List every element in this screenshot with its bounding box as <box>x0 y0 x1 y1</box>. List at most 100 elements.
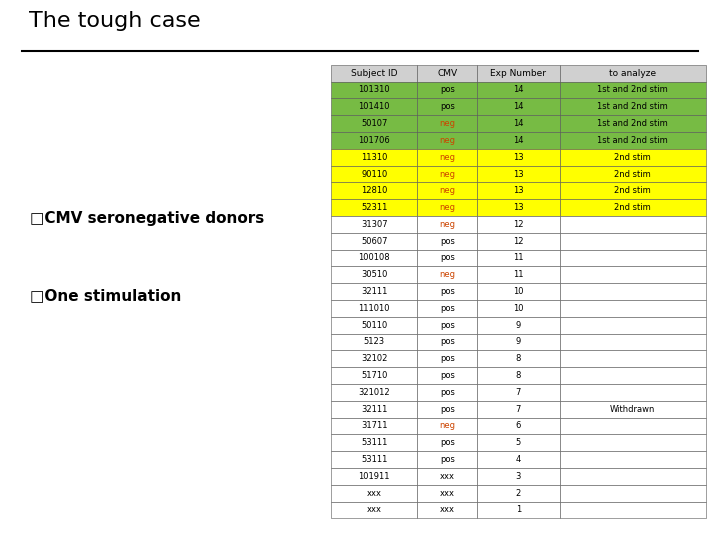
Text: 1st and 2nd stim: 1st and 2nd stim <box>597 136 668 145</box>
Text: pos: pos <box>440 455 455 464</box>
Text: 2nd stim: 2nd stim <box>614 203 651 212</box>
Text: pos: pos <box>440 321 455 330</box>
Bar <box>559 401 706 417</box>
Text: xxx: xxx <box>440 505 455 515</box>
Bar <box>477 283 559 300</box>
Bar <box>559 417 706 434</box>
Bar <box>418 183 477 199</box>
Text: 53111: 53111 <box>361 438 387 447</box>
Bar <box>331 350 418 367</box>
Text: 52311: 52311 <box>361 203 387 212</box>
Bar <box>477 65 559 82</box>
Text: 13: 13 <box>513 203 523 212</box>
Bar <box>418 451 477 468</box>
Bar <box>477 317 559 334</box>
Text: Subject ID: Subject ID <box>351 69 397 78</box>
Bar <box>559 166 706 183</box>
Bar <box>331 132 418 149</box>
Text: 90110: 90110 <box>361 170 387 179</box>
Bar <box>559 451 706 468</box>
Bar <box>559 384 706 401</box>
Text: 13: 13 <box>513 186 523 195</box>
Text: 8: 8 <box>516 371 521 380</box>
Text: □CMV seronegative donors: □CMV seronegative donors <box>30 211 264 226</box>
Text: pos: pos <box>440 338 455 347</box>
Bar <box>418 434 477 451</box>
Text: pos: pos <box>440 85 455 94</box>
Text: 30510: 30510 <box>361 271 387 279</box>
Text: 11: 11 <box>513 271 523 279</box>
Bar <box>477 266 559 283</box>
Bar <box>477 166 559 183</box>
Bar <box>559 350 706 367</box>
Text: pos: pos <box>440 287 455 296</box>
Text: neg: neg <box>439 136 455 145</box>
Bar <box>331 401 418 417</box>
Text: Withdrawn: Withdrawn <box>610 404 655 414</box>
Text: 10: 10 <box>513 287 523 296</box>
Bar <box>477 485 559 502</box>
Text: 31307: 31307 <box>361 220 387 229</box>
Text: 7: 7 <box>516 404 521 414</box>
Bar <box>477 115 559 132</box>
Bar <box>418 249 477 266</box>
Bar <box>477 451 559 468</box>
Bar <box>477 384 559 401</box>
Bar <box>559 283 706 300</box>
Bar <box>477 434 559 451</box>
Text: 12810: 12810 <box>361 186 387 195</box>
Bar <box>418 485 477 502</box>
Bar <box>418 350 477 367</box>
Bar <box>477 82 559 98</box>
Bar <box>331 115 418 132</box>
Bar <box>418 367 477 384</box>
Text: 9: 9 <box>516 338 521 347</box>
Bar <box>418 115 477 132</box>
Text: 3: 3 <box>516 472 521 481</box>
Text: pos: pos <box>440 354 455 363</box>
Text: pos: pos <box>440 404 455 414</box>
Bar <box>477 98 559 115</box>
Text: 9: 9 <box>516 321 521 330</box>
Text: pos: pos <box>440 371 455 380</box>
Text: to analyze: to analyze <box>609 69 656 78</box>
Bar <box>559 216 706 233</box>
Bar <box>418 384 477 401</box>
Text: CMV: CMV <box>437 69 457 78</box>
Text: 32111: 32111 <box>361 287 387 296</box>
Bar <box>559 317 706 334</box>
Bar <box>559 98 706 115</box>
Text: neg: neg <box>439 186 455 195</box>
Bar <box>331 300 418 317</box>
Text: neg: neg <box>439 203 455 212</box>
Bar <box>477 350 559 367</box>
Bar <box>418 502 477 518</box>
Bar <box>418 266 477 283</box>
Bar <box>559 502 706 518</box>
Text: pos: pos <box>440 304 455 313</box>
Bar <box>477 149 559 166</box>
Text: xxx: xxx <box>440 489 455 498</box>
Text: 1st and 2nd stim: 1st and 2nd stim <box>597 119 668 128</box>
Text: neg: neg <box>439 220 455 229</box>
Text: Exp Number: Exp Number <box>490 69 546 78</box>
Text: 14: 14 <box>513 136 523 145</box>
Bar <box>331 384 418 401</box>
Bar <box>477 502 559 518</box>
Bar <box>331 485 418 502</box>
Text: 14: 14 <box>513 119 523 128</box>
Text: pos: pos <box>440 237 455 246</box>
Bar <box>477 468 559 485</box>
Text: xxx: xxx <box>366 489 382 498</box>
Text: 53111: 53111 <box>361 455 387 464</box>
Text: 50107: 50107 <box>361 119 387 128</box>
Text: 12: 12 <box>513 237 523 246</box>
Text: 101310: 101310 <box>359 85 390 94</box>
Bar <box>559 132 706 149</box>
Bar <box>477 417 559 434</box>
Bar <box>418 401 477 417</box>
Bar <box>418 149 477 166</box>
Text: 50607: 50607 <box>361 237 387 246</box>
Bar <box>331 65 418 82</box>
Text: neg: neg <box>439 119 455 128</box>
